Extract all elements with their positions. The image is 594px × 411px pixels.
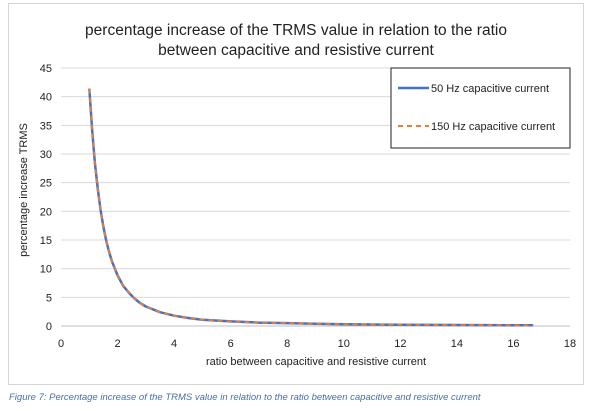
y-tick-label: 40 [40,92,52,104]
x-tick-label: 6 [228,338,234,350]
x-axis-label: ratio between capacitive and resistive c… [206,356,426,368]
legend-label-150hz: 150 Hz capacitive current [431,121,555,133]
x-tick-label: 16 [507,338,519,350]
legend-box [390,67,571,149]
x-tick-label: 2 [114,338,120,350]
y-tick-label: 5 [46,292,52,304]
y-tick-label: 15 [40,235,52,247]
y-tick-label: 30 [40,149,52,161]
x-tick-label: 0 [58,338,64,350]
x-tick-label: 8 [284,338,290,350]
y-tick-label: 25 [40,178,52,190]
x-tick-label: 18 [564,338,576,350]
x-tick-label: 12 [394,338,406,350]
y-tick-label: 0 [46,321,52,333]
y-tick-label: 10 [40,264,52,276]
y-axis-label: percentage increase TRMS [18,123,30,257]
y-tick-label: 35 [40,120,52,132]
chart-frame: percentage increase of the TRMS value in… [8,3,584,385]
y-tick-label: 45 [40,63,52,75]
chart-title-line-2: between capacitive and resistive current [158,42,434,59]
figure-caption: Figure 7: Percentage increase of the TRM… [9,392,481,403]
x-tick-label: 14 [451,338,463,350]
line-chart: percentage increase of the TRMS value in… [18,22,576,368]
series-line-150hz [88,88,534,327]
x-tick-label: 10 [338,338,350,350]
series-lines [88,88,534,327]
y-tick-labels: 0 5 10 15 20 25 30 35 40 45 [40,63,52,333]
x-tick-labels: 0 2 4 6 8 10 12 14 16 18 [58,338,576,350]
legend-label-50hz: 50 Hz capacitive current [431,83,549,95]
x-tick-label: 4 [171,338,177,350]
y-tick-label: 20 [40,206,52,218]
legend: 50 Hz capacitive current 150 Hz capaciti… [390,67,571,149]
chart-title-line-1: percentage increase of the TRMS value in… [85,22,507,39]
